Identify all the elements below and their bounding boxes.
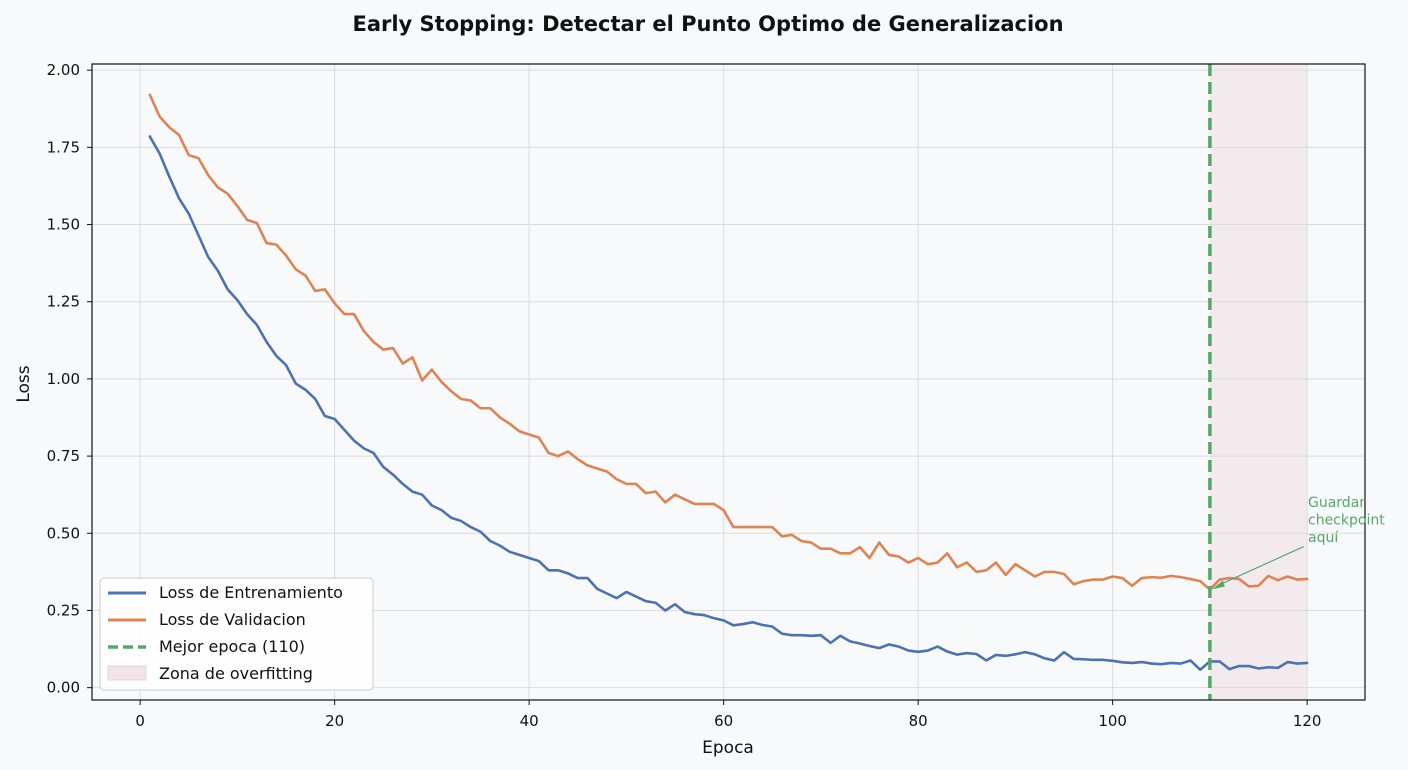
y-tick-label: 1.50 xyxy=(47,216,80,234)
x-tick-label: 40 xyxy=(520,712,539,730)
series-line-train-loss xyxy=(148,135,1309,672)
chart-title: Early Stopping: Detectar el Punto Optimo… xyxy=(352,12,1063,36)
y-tick-label: 1.75 xyxy=(47,138,80,156)
x-tick-label: 100 xyxy=(1098,712,1127,730)
overfitting-zone xyxy=(1209,64,1308,700)
legend-label-validation: Loss de Validacion xyxy=(159,610,306,629)
x-tick-label: 120 xyxy=(1293,712,1322,730)
annotation-line: aquí xyxy=(1308,530,1339,546)
legend: Loss de Entrenamiento Loss de Validacion… xyxy=(99,577,374,691)
plot-frame xyxy=(91,63,1366,701)
y-tick-label: 0.75 xyxy=(47,447,80,465)
annotation-arrow xyxy=(1215,545,1304,588)
legend-box xyxy=(99,577,374,691)
y-tick-label: 1.25 xyxy=(47,293,80,311)
y-tick-label: 0.25 xyxy=(47,601,80,619)
x-tick-label: 80 xyxy=(909,712,928,730)
y-axis-label: Loss xyxy=(14,365,34,402)
y-tick-label: 0.00 xyxy=(47,679,80,697)
legend-swatch-overfitting-zone xyxy=(107,665,147,681)
legend-label-best-epoch: Mejor epoca (110) xyxy=(159,637,305,656)
x-tick-label: 60 xyxy=(714,712,733,730)
x-tick-label: 0 xyxy=(135,712,145,730)
series-line-validation-loss xyxy=(148,93,1309,591)
x-tick-label: 20 xyxy=(325,712,344,730)
legend-label-train: Loss de Entrenamiento xyxy=(159,583,343,602)
annotation-line: checkpoint xyxy=(1308,513,1385,529)
annotation-line: Guardar xyxy=(1308,495,1365,511)
y-tick-label: 1.00 xyxy=(47,370,80,388)
annotation-text: Guardar checkpoint aquí xyxy=(1308,495,1385,546)
legend-label-overfitting-zone: Zona de overfitting xyxy=(159,664,313,683)
y-tick-label: 0.50 xyxy=(47,524,80,542)
y-tick-label: 2.00 xyxy=(47,61,80,79)
x-axis-label: Epoca xyxy=(702,738,754,758)
annotation-arrowhead xyxy=(1211,580,1225,590)
